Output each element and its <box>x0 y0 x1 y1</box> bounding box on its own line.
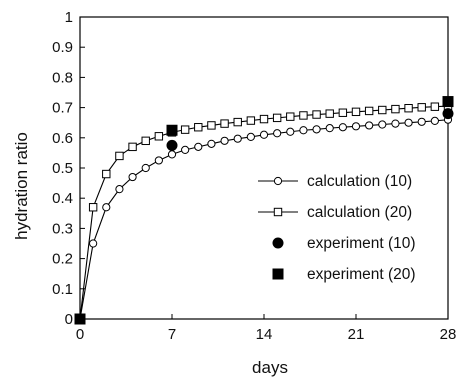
data-point <box>154 132 164 141</box>
data-point <box>115 151 124 161</box>
data-point <box>259 114 269 124</box>
data-point <box>273 129 282 138</box>
y-tick-label: 0.9 <box>52 39 73 56</box>
data-point <box>194 123 203 132</box>
data-point <box>286 112 295 121</box>
data-point <box>299 126 308 135</box>
data-point <box>166 124 178 136</box>
data-point <box>338 108 348 117</box>
data-point <box>430 102 440 111</box>
data-point <box>181 145 190 154</box>
data-point <box>154 156 163 165</box>
y-tick-label: 0.3 <box>52 220 73 237</box>
data-point <box>128 142 137 152</box>
data-point <box>378 120 387 129</box>
y-tick-label: 0 <box>65 311 73 328</box>
data-point <box>286 127 295 136</box>
x-tick-label: 21 <box>348 326 365 343</box>
legend-marker <box>273 176 283 186</box>
data-point <box>233 134 242 143</box>
legend-marker <box>272 268 284 280</box>
data-point <box>312 110 321 119</box>
data-point <box>442 96 454 108</box>
x-axis-title: days <box>252 358 288 377</box>
data-point <box>404 118 413 127</box>
legend-label: calculation (20) <box>307 204 412 221</box>
data-point <box>246 132 255 141</box>
data-point <box>141 136 150 146</box>
data-point <box>351 107 361 117</box>
data-point <box>167 150 177 159</box>
data-point <box>115 185 124 194</box>
y-tick-label: 0.6 <box>52 130 73 147</box>
data-point <box>364 106 374 116</box>
data-point <box>207 139 216 148</box>
data-point <box>88 203 98 212</box>
data-point <box>102 203 111 212</box>
data-point <box>338 123 347 132</box>
data-point <box>378 105 387 115</box>
legend-marker <box>272 237 284 249</box>
y-tick-label: 1 <box>65 9 73 26</box>
data-point <box>417 103 426 112</box>
data-point <box>74 313 86 325</box>
y-tick-label: 0.2 <box>52 251 73 268</box>
x-tick-label: 14 <box>256 326 273 343</box>
x-tick-label: 28 <box>440 326 457 343</box>
legend-label: experiment (10) <box>307 235 416 252</box>
y-axis-title-group: hydration ratio <box>12 132 31 240</box>
x-tick-label: 0 <box>76 326 84 343</box>
data-point <box>391 104 400 114</box>
data-point <box>141 163 150 173</box>
y-tick-label: 0.5 <box>52 160 73 177</box>
data-point <box>128 172 137 182</box>
data-point <box>312 125 321 134</box>
data-point <box>299 111 308 120</box>
data-point <box>404 104 413 113</box>
data-point <box>325 109 334 118</box>
data-point <box>233 117 242 127</box>
legend: calculation (10) calculation (20) experime… <box>258 173 416 283</box>
y-tick-label: 0.4 <box>52 190 73 207</box>
data-point <box>351 122 361 131</box>
y-axis-title: hydration ratio <box>12 132 31 240</box>
data-point <box>102 169 111 179</box>
data-point <box>220 136 229 145</box>
legend-label: experiment (20) <box>307 266 416 283</box>
legend-label: calculation (10) <box>307 173 412 190</box>
data-point <box>246 116 256 125</box>
legend-marker <box>273 207 283 217</box>
y-tick-label: 0.1 <box>52 281 73 298</box>
data-point <box>220 119 229 128</box>
data-point <box>442 108 454 120</box>
data-point <box>166 139 178 151</box>
data-point <box>430 116 439 125</box>
data-point <box>391 119 400 128</box>
data-point <box>325 124 334 133</box>
data-point <box>417 117 426 126</box>
data-point <box>272 113 282 123</box>
y-tick-label: 0.8 <box>52 69 73 86</box>
data-point <box>207 121 216 130</box>
plot-area: 0 0.1 0.2 0.3 0.4 0.5 0.6 0.7 0.8 0.9 1 0 7 14 21 28 <box>52 9 456 343</box>
data-point <box>259 130 269 139</box>
data-point <box>194 142 203 151</box>
y-tick-label: 0.7 <box>52 100 73 117</box>
data-point <box>89 239 98 248</box>
data-point <box>180 125 190 134</box>
data-point <box>365 121 374 130</box>
x-tick-label: 7 <box>168 326 176 343</box>
